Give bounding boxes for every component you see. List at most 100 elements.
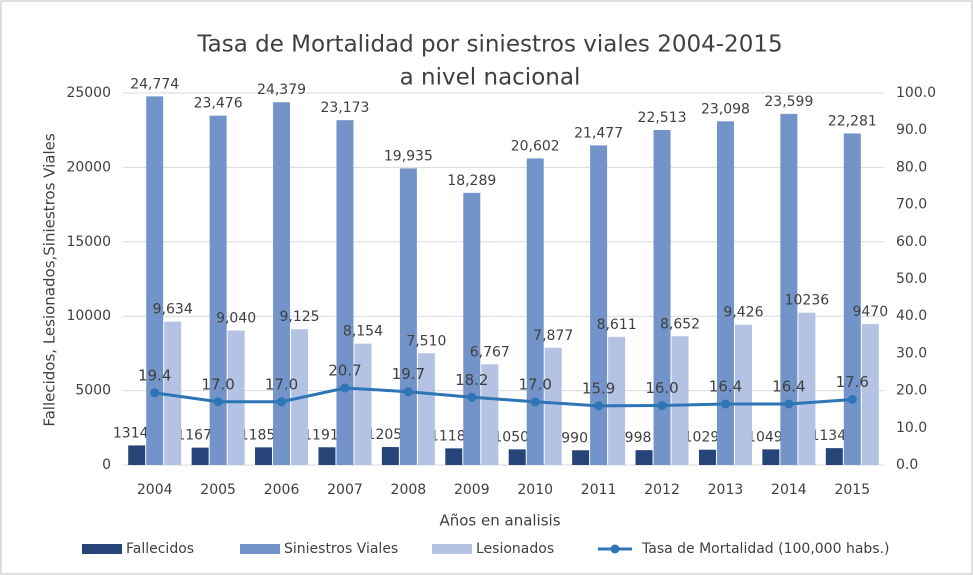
data-label: 22,513 — [638, 110, 687, 126]
data-label: 1185 — [240, 427, 276, 443]
bar — [128, 445, 146, 465]
legend-label: Lesionados — [476, 541, 554, 557]
data-label: 23,173 — [320, 100, 369, 116]
data-label: 9,040 — [216, 310, 256, 326]
bar — [273, 102, 291, 465]
line-point — [847, 395, 857, 405]
line-point — [403, 387, 413, 397]
data-label: 8,611 — [597, 317, 637, 333]
y-tick-label: 25000 — [66, 85, 111, 101]
bar — [798, 312, 816, 465]
data-label: 17.0 — [265, 375, 298, 393]
bar — [445, 448, 463, 465]
data-label: 16.4 — [772, 377, 805, 395]
data-label: 1029 — [684, 430, 720, 446]
data-label: 9,634 — [153, 302, 193, 318]
data-label: 19.7 — [392, 365, 425, 383]
data-label: 17.6 — [836, 373, 869, 391]
legend-label: Fallecidos — [126, 541, 194, 557]
bar — [653, 130, 671, 465]
bar — [734, 324, 752, 465]
data-label: 1167 — [176, 428, 212, 444]
data-label: 7,510 — [406, 333, 446, 349]
line-point — [340, 383, 350, 393]
data-label: 9,125 — [279, 309, 319, 325]
x-tick-label: 2014 — [771, 482, 807, 498]
bar — [843, 133, 861, 465]
data-label: 9,426 — [723, 305, 763, 321]
data-label: 1205 — [367, 427, 403, 443]
bar — [318, 447, 336, 465]
bar — [463, 192, 481, 465]
chart-subtitle: a nivel nacional — [400, 65, 581, 91]
data-label: 22,281 — [828, 113, 877, 129]
data-label: 24,774 — [130, 76, 179, 92]
x-tick-label: 2005 — [200, 482, 236, 498]
data-label: 20.7 — [328, 361, 361, 379]
legend-label: Tasa de Mortalidad (100,000 habs.) — [641, 541, 890, 557]
x-tick-label: 2006 — [264, 482, 300, 498]
x-tick-label: 2012 — [644, 482, 680, 498]
data-label: 23,599 — [764, 94, 813, 110]
legend-swatch — [240, 544, 280, 554]
bar — [671, 336, 689, 465]
x-tick-label: 2011 — [581, 482, 617, 498]
data-label: 17.0 — [201, 375, 234, 393]
data-label: 19,935 — [384, 148, 433, 164]
y2-tick-label: 30.0 — [896, 345, 927, 361]
y-tick-label: 20000 — [66, 159, 111, 175]
x-tick-label: 2013 — [708, 482, 744, 498]
y2-tick-label: 100.0 — [896, 85, 936, 101]
line-point — [657, 400, 667, 410]
y2-tick-label: 50.0 — [896, 271, 927, 287]
data-label: 18,289 — [447, 173, 496, 189]
x-tick-label: 2015 — [834, 482, 870, 498]
y2-tick-label: 10.0 — [896, 420, 927, 436]
data-label: 7,877 — [533, 328, 573, 344]
data-label: 1118 — [430, 428, 466, 444]
data-label: 17.0 — [519, 375, 552, 393]
bar — [716, 121, 734, 465]
bar — [861, 324, 879, 465]
line-point — [784, 399, 794, 409]
bar — [762, 449, 780, 465]
x-axis-title: Años en analisis — [439, 512, 560, 530]
line-point — [720, 399, 730, 409]
bar — [825, 448, 843, 465]
legend-label: Siniestros Viales — [284, 541, 398, 557]
data-label: 1134 — [810, 428, 846, 444]
line-point — [594, 401, 604, 411]
y2-tick-label: 90.0 — [896, 122, 927, 138]
x-tick-label: 2007 — [327, 482, 363, 498]
data-label: 1049 — [747, 429, 783, 445]
legend-marker — [610, 544, 620, 554]
data-label: 8,154 — [343, 324, 383, 340]
data-label: 1050 — [493, 429, 529, 445]
data-label: 10236 — [785, 293, 830, 309]
data-label: 1314 — [113, 425, 149, 441]
data-label: 23,476 — [194, 96, 243, 112]
data-label: 15.9 — [582, 379, 615, 397]
bar — [399, 168, 417, 466]
bar — [590, 145, 608, 465]
bar — [209, 115, 227, 465]
x-tick-label: 2010 — [517, 482, 553, 498]
y-axis-title: Fallecidos, Lesionados,Siniestros Viales — [41, 133, 59, 427]
y2-tick-label: 0.0 — [896, 457, 918, 473]
y2-tick-label: 80.0 — [896, 159, 927, 175]
data-label: 21,477 — [574, 125, 623, 141]
bar — [191, 447, 209, 465]
y2-tick-label: 70.0 — [896, 197, 927, 213]
data-label: 8,652 — [660, 316, 700, 332]
x-tick-label: 2004 — [137, 482, 173, 498]
bar — [508, 449, 526, 465]
bar — [255, 447, 273, 465]
data-label: 990 — [561, 430, 588, 446]
bar — [381, 447, 399, 465]
x-tick-label: 2008 — [391, 482, 427, 498]
y-tick-label: 5000 — [75, 383, 111, 399]
bar — [526, 158, 544, 465]
data-label: 998 — [625, 430, 652, 446]
bar — [336, 120, 354, 465]
